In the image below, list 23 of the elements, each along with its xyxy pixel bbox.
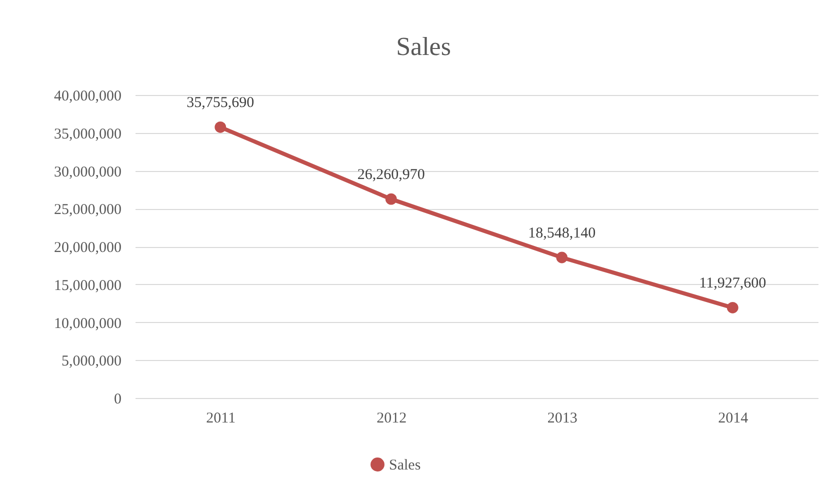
point [726, 302, 738, 314]
point [556, 252, 568, 264]
y-tick-label: 5,000,000 [62, 354, 122, 370]
y-tick-label: 25,000,000 [54, 202, 122, 218]
x-tick-label: 2013 [547, 410, 578, 426]
point [214, 121, 226, 133]
y-tick-label: 35,000,000 [54, 126, 122, 142]
point [385, 193, 397, 205]
data-label: 11,927,600 [699, 276, 766, 292]
x-tick-label: 2012 [376, 410, 407, 426]
y-tick-label: 20,000,000 [54, 240, 122, 256]
y-tick-label: 15,000,000 [54, 278, 122, 294]
chart-title: Sales [396, 32, 451, 61]
y-tick-label: 30,000,000 [54, 164, 122, 180]
x-tick-label: 2011 [206, 410, 236, 426]
y-tick-label: 40,000,000 [54, 88, 122, 104]
data-label: 26,260,970 [357, 167, 425, 184]
data-label: 18,548,140 [528, 226, 596, 242]
legend-label: Sales [389, 458, 421, 474]
y-tick-label: 0 [114, 392, 122, 408]
y-tick-label: 10,000,000 [54, 316, 122, 332]
x-tick-label: 2014 [718, 410, 749, 426]
data-label: 35,755,690 [186, 95, 254, 112]
